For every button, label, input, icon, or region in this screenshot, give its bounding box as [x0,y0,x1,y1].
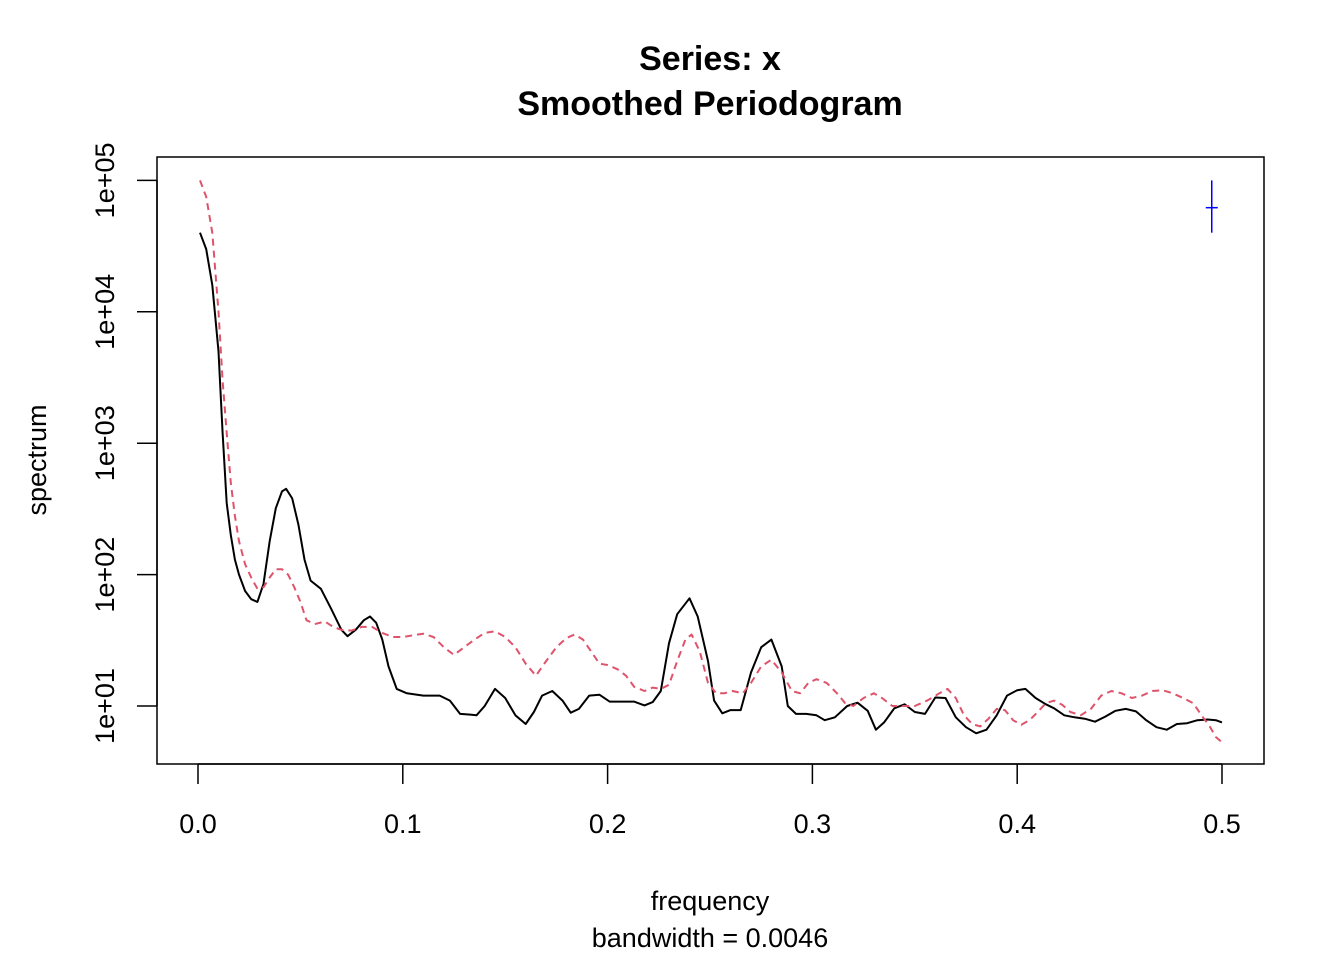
y-axis-label: spectrum [22,404,52,515]
y-tick-label: 1e+03 [90,405,120,481]
y-axis: 1e+01 1e+02 1e+03 1e+04 1e+05 [90,142,158,744]
chart-subtitle: Smoothed Periodogram [517,85,902,123]
x-tick-label: 0.4 [998,809,1036,839]
plot-series [199,180,1223,743]
x-axis: 0.0 0.1 0.2 0.3 0.4 0.5 [179,763,1241,839]
chart-title: Series: x [639,40,781,78]
y-tick-label: 1e+05 [90,142,120,218]
x-axis-label: frequency [651,886,770,916]
y-tick-label: 1e+04 [90,274,120,350]
y-tick-label: 1e+02 [90,537,120,613]
spectrum-line [199,232,1223,735]
x-tick-label: 0.2 [589,809,627,839]
y-tick-label: 1e+01 [90,668,120,744]
x-tick-label: 0.5 [1203,809,1241,839]
confidence-interval-bar [1205,180,1218,233]
x-tick-label: 0.1 [384,809,422,839]
x-axis-sublabel: bandwidth = 0.0046 [592,923,828,953]
spectrum-line-dashed [199,180,1223,743]
x-tick-label: 0.0 [179,809,217,839]
x-tick-label: 0.3 [794,809,832,839]
